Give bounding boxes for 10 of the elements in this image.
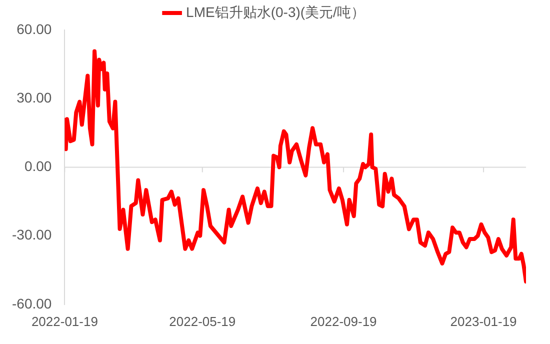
x-tick-label: 2023-01-19: [450, 314, 517, 329]
y-tick-label: -30.00: [12, 226, 52, 243]
x-tick-label: 2022-05-19: [169, 314, 236, 329]
y-tick-label: 60.00: [16, 20, 52, 37]
y-tick-label: 30.00: [16, 89, 52, 106]
y-tick-label: 0.00: [24, 158, 52, 174]
legend-label: LME铝升贴水(0-3)(美元/吨）: [186, 4, 365, 20]
y-tick-label: -60.00: [12, 295, 52, 312]
x-tick-label: 2022-01-19: [31, 314, 98, 329]
x-tick-label: 2022-09-19: [310, 314, 377, 329]
